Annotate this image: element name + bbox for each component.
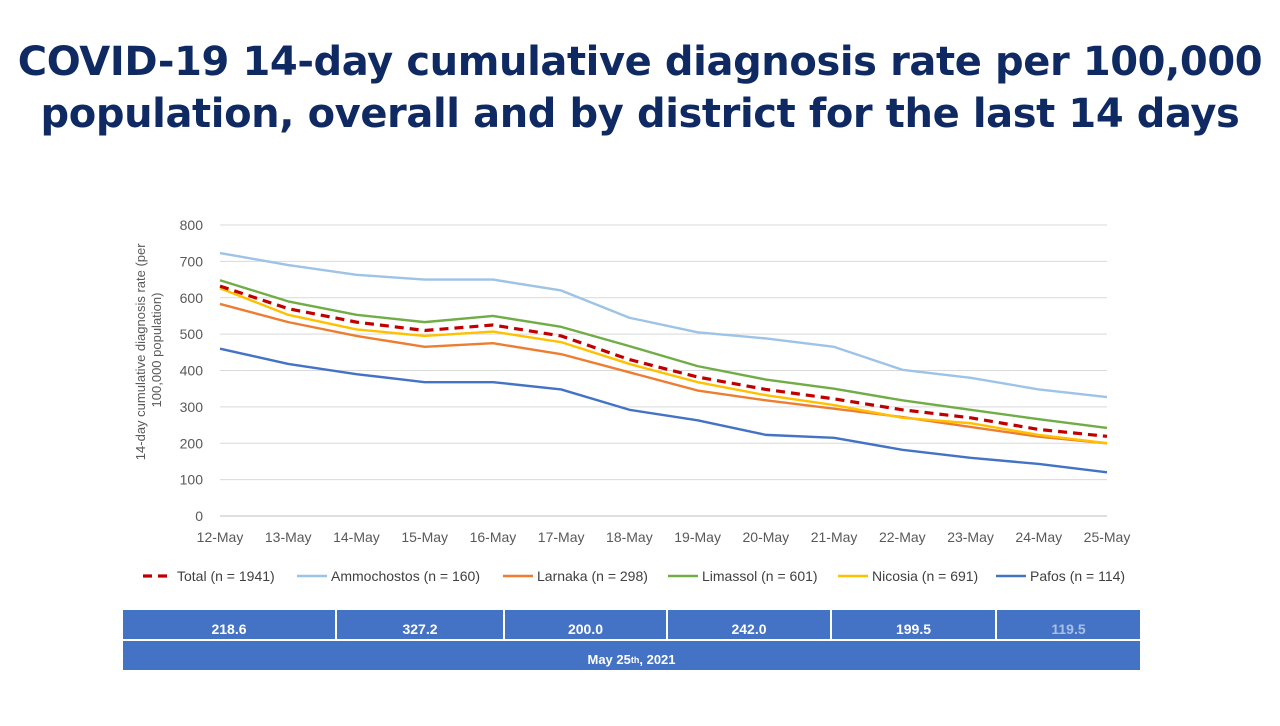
y-tick-label: 600 bbox=[180, 290, 204, 306]
summary-cell-ammochostos: 327.2 bbox=[337, 610, 505, 639]
x-tick-label: 24-May bbox=[1015, 529, 1062, 545]
x-tick-label: 23-May bbox=[947, 529, 994, 545]
x-axis-ticks: 12-May 13-May 14-May 15-May 16-May 17-May 18-M… bbox=[197, 529, 1131, 545]
page-title: COVID-19 14-day cumulative diagnosis rat… bbox=[0, 36, 1280, 140]
series-line bbox=[219, 251, 1108, 399]
series-line bbox=[219, 287, 1108, 445]
series-line bbox=[219, 302, 1108, 445]
y-tick-label: 200 bbox=[180, 435, 204, 451]
series-line bbox=[219, 347, 1108, 474]
summary-cell-larnaka: 200.0 bbox=[505, 610, 668, 639]
y-axis-label-line-2: 100,000 population) bbox=[149, 293, 164, 408]
y-tick-label: 0 bbox=[195, 508, 203, 524]
series-line bbox=[219, 279, 1108, 430]
y-axis-ticks: 0 100 200 300 400 500 600 700 800 bbox=[180, 217, 204, 524]
legend-label: Limassol (n = 601) bbox=[702, 568, 818, 584]
y-tick-label: 100 bbox=[180, 472, 204, 488]
legend-label: Ammochostos (n = 160) bbox=[331, 568, 480, 584]
y-tick-label: 700 bbox=[180, 253, 204, 269]
legend: Total (n = 1941) Ammochostos (n = 160) Lar… bbox=[143, 568, 1125, 584]
summary-cell-limassol: 242.0 bbox=[668, 610, 832, 639]
gridlines bbox=[220, 224, 1107, 517]
legend-label: Nicosia (n = 691) bbox=[872, 568, 978, 584]
x-tick-label: 19-May bbox=[674, 529, 721, 545]
x-tick-label: 12-May bbox=[197, 529, 244, 545]
x-tick-label: 15-May bbox=[401, 529, 448, 545]
x-tick-label: 14-May bbox=[333, 529, 380, 545]
y-axis-label-line-1: 14-day cumulative diagnosis rate (per bbox=[133, 243, 148, 460]
summary-cell-total: 218.6 bbox=[123, 610, 337, 639]
summary-values-row: 218.6 327.2 200.0 242.0 199.5 119.5 bbox=[123, 610, 1140, 639]
y-tick-label: 500 bbox=[180, 326, 204, 342]
summary-date-suffix: th bbox=[630, 654, 640, 665]
x-tick-label: 18-May bbox=[606, 529, 653, 545]
title-line-2: population, overall and by district for … bbox=[40, 91, 1240, 137]
legend-label: Pafos (n = 114) bbox=[1030, 568, 1125, 584]
x-tick-label: 22-May bbox=[879, 529, 926, 545]
summary-date-label: May 25 bbox=[587, 652, 631, 667]
y-axis-label: 14-day cumulative diagnosis rate (per 10… bbox=[133, 240, 164, 460]
title-line-1: COVID-19 14-day cumulative diagnosis rat… bbox=[17, 39, 1263, 85]
y-tick-label: 800 bbox=[180, 217, 204, 233]
x-tick-label: 17-May bbox=[538, 529, 585, 545]
x-tick-label: 16-May bbox=[470, 529, 517, 545]
x-tick-label: 25-May bbox=[1084, 529, 1131, 545]
line-chart: 0 100 200 300 400 500 600 700 800 12-May 13-May 14… bbox=[133, 217, 1131, 584]
series-lines bbox=[219, 251, 1108, 474]
legend-label: Total (n = 1941) bbox=[177, 568, 275, 584]
summary-date-year: , 2021 bbox=[639, 652, 676, 667]
summary-cell-nicosia: 199.5 bbox=[832, 610, 997, 639]
x-tick-label: 13-May bbox=[265, 529, 312, 545]
y-tick-label: 300 bbox=[180, 399, 204, 415]
x-tick-label: 21-May bbox=[811, 529, 858, 545]
series-line bbox=[219, 284, 1108, 438]
summary-cell-pafos: 119.5 bbox=[997, 610, 1140, 639]
y-tick-label: 400 bbox=[180, 363, 204, 379]
legend-label: Larnaka (n = 298) bbox=[537, 568, 648, 584]
x-tick-label: 20-May bbox=[743, 529, 790, 545]
